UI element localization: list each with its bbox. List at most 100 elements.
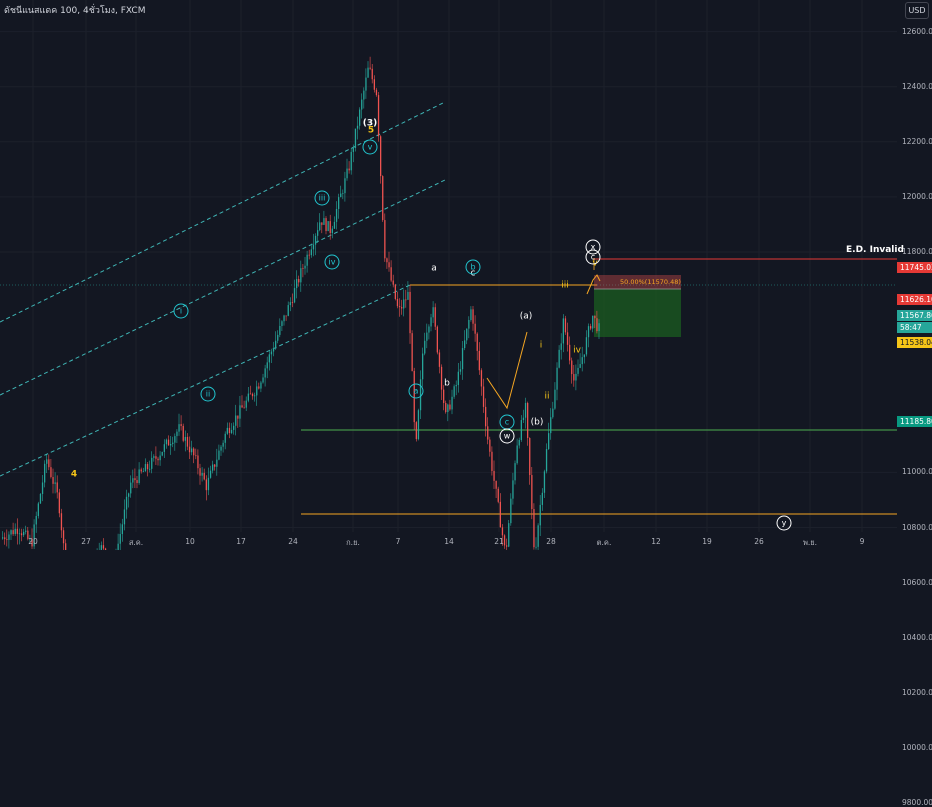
candle-body [29,538,31,540]
candle-body [386,258,388,263]
candle-body [380,136,382,177]
candle [585,330,588,357]
candle-body [573,374,575,381]
candle [241,395,243,408]
candle [205,475,207,501]
candle [153,454,155,462]
time-tick: 12 [651,537,661,546]
candle [340,185,342,198]
candle [480,368,483,396]
candle-body [560,343,562,350]
candle [291,293,294,308]
price-label: 11567.86 [897,310,932,322]
candle [558,345,560,369]
candle-body [564,318,567,333]
candle-body [241,405,243,408]
candle-body [598,323,600,332]
wave-circle-label: iv [324,254,340,270]
candle [346,158,348,181]
candle [123,499,126,531]
candle-body [516,445,518,464]
candle-body [514,463,516,481]
candle [478,342,480,375]
candle [302,263,304,278]
candle [289,297,291,312]
candle-body [230,429,233,434]
candle-body [350,151,352,171]
symbol-title[interactable]: ดัชนีแนสแดค 100, 4ชั่วโมง, FXCM [4,6,146,16]
candle [174,433,176,451]
candle-body [443,389,445,403]
candle-body [245,400,247,408]
candle-body [432,307,434,318]
candle-body [375,89,378,96]
candle [548,422,550,451]
candle [165,438,168,449]
candle-body [503,535,506,546]
candle [18,528,21,545]
time-tick: 19 [702,537,712,546]
candle [476,332,478,361]
candle-body [247,393,249,401]
candle [367,61,369,79]
wave-circle-label: a [408,383,424,399]
candle [407,281,409,300]
candle-body [396,298,399,307]
candle [325,216,327,235]
currency-button[interactable]: USD [905,2,929,19]
time-tick: 10 [185,537,195,546]
time-tick: 24 [288,537,298,546]
candle [331,225,333,239]
candle-body [195,455,197,457]
candle [14,523,16,537]
candle-body [140,469,142,472]
candle-body [216,459,218,467]
candle-body [119,534,121,544]
wave-circle-label: b [465,259,481,275]
candle [308,249,310,260]
candle-body [317,230,319,236]
candle-body [489,439,491,452]
candle [266,356,268,379]
candle-body [289,302,291,306]
candle [10,529,12,540]
candle [562,314,564,353]
candle-body [27,530,29,539]
candle-body [157,458,159,461]
candle [524,397,527,429]
candle-body [191,448,193,453]
price-tick: 11000.00 [902,467,932,477]
candle [417,408,420,441]
channel-lower-line [0,284,411,477]
candle-body [543,471,546,493]
candle [65,539,67,550]
candle-body [579,364,581,368]
target-zone [594,289,681,337]
candle-body [384,220,386,259]
candle [247,387,249,403]
wave-circle-label: y [776,515,792,531]
candle [203,468,205,481]
candle [180,415,182,431]
candle [598,319,600,340]
wave-circle-label: w [499,428,515,444]
candle [342,189,344,200]
candle [46,454,48,474]
candle-body [186,436,189,447]
candle [224,431,226,450]
candle-body [571,360,573,375]
candle [199,463,201,485]
candle [327,220,329,232]
candle-body [562,318,564,344]
candle [48,454,50,471]
price-chart[interactable] [0,0,932,550]
candle [428,324,430,340]
candle [352,144,354,163]
candle-body [239,405,241,419]
candle-body [369,67,371,69]
candle [285,315,287,321]
candle-body [487,426,489,440]
time-tick: 20 [28,537,38,546]
candle [569,336,571,365]
time-tick: 21 [494,537,504,546]
